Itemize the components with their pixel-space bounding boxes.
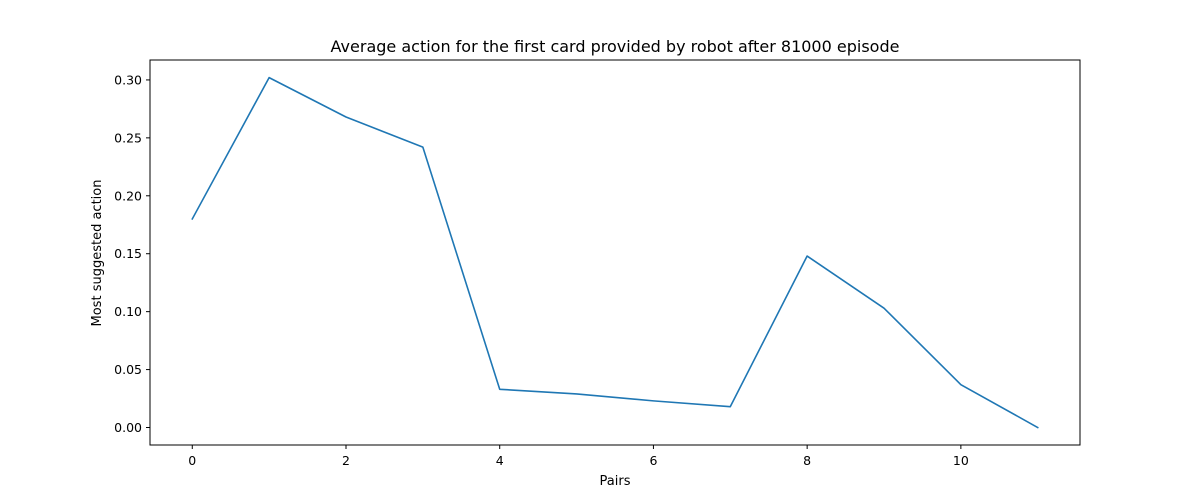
y-axis-label: Most suggested action	[90, 180, 105, 327]
series-layer	[192, 78, 1037, 428]
y-tick-label: 0.05	[114, 362, 142, 377]
x-tick-label: 0	[188, 453, 196, 468]
series-line	[192, 78, 1037, 428]
x-axis-label: Pairs	[600, 474, 631, 489]
plot-frame	[150, 60, 1080, 445]
x-tick-label: 10	[953, 453, 969, 468]
x-tick-label: 6	[649, 453, 657, 468]
y-tick-label: 0.10	[114, 304, 142, 319]
x-axis-ticks: 0 2 4 6 8 10	[188, 445, 969, 468]
y-axis-ticks: 0.00 0.05 0.10 0.15 0.20 0.25 0.30	[114, 72, 150, 435]
x-tick-label: 4	[496, 453, 504, 468]
x-tick-label: 8	[803, 453, 811, 468]
chart-title: Average action for the first card provid…	[331, 37, 900, 56]
y-tick-label: 0.20	[114, 188, 142, 203]
x-tick-label: 2	[342, 453, 350, 468]
y-tick-label: 0.15	[114, 246, 142, 261]
y-tick-label: 0.30	[114, 72, 142, 87]
y-tick-label: 0.00	[114, 420, 142, 435]
y-tick-label: 0.25	[114, 130, 142, 145]
